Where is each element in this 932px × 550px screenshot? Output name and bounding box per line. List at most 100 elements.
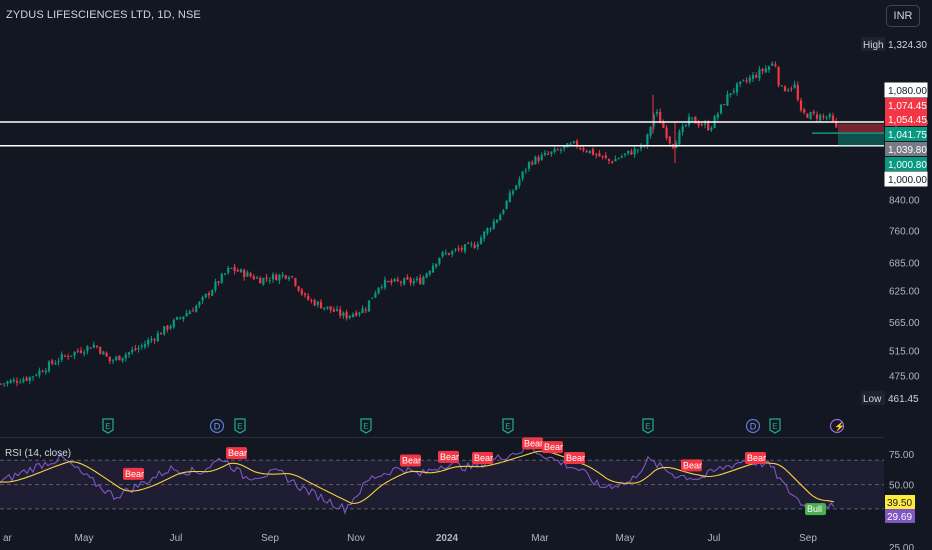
- candle-body: [633, 148, 636, 155]
- rsi-value-tag-bg: [885, 509, 915, 523]
- bolt-icon-glyph: ⚡: [834, 421, 845, 433]
- candle-body: [310, 300, 313, 302]
- earnings-icon[interactable]: [102, 418, 114, 434]
- price-tick-label: 565.00: [889, 318, 920, 329]
- rsi-ma-line: [0, 450, 835, 505]
- candle-body: [259, 277, 262, 284]
- candle-body: [531, 162, 534, 165]
- candle-body: [476, 244, 479, 248]
- rsi-line: [0, 445, 835, 515]
- rsi-value-tag: 29.69: [887, 512, 912, 523]
- candle-body: [447, 252, 451, 255]
- candle-body: [335, 309, 339, 311]
- candle-body: [764, 68, 767, 73]
- candle-body: [124, 354, 127, 359]
- candle-body: [207, 293, 211, 296]
- candle-body: [115, 356, 118, 360]
- candle-body: [719, 104, 723, 114]
- earnings-icon[interactable]: [502, 418, 514, 434]
- candle-body: [771, 63, 774, 66]
- earnings-icon-letter: E: [772, 422, 777, 431]
- candle-body: [271, 274, 275, 280]
- time-axis-label: ar: [3, 533, 13, 544]
- candle-body: [799, 100, 803, 111]
- time-axis-label: Sep: [799, 533, 817, 544]
- price-tick-label: 515.00: [889, 346, 920, 357]
- candle-body: [588, 150, 591, 154]
- candle-body: [575, 140, 579, 147]
- candle-body: [387, 281, 390, 283]
- symbol-title[interactable]: ZYDUS LIFESCIENCES LTD, 1D, NSE: [6, 9, 201, 21]
- candle-body: [819, 115, 822, 121]
- signal-label-text: Bear: [474, 453, 493, 463]
- candle-body: [796, 85, 799, 100]
- candle-body: [364, 309, 367, 311]
- earnings-icon[interactable]: [642, 418, 654, 434]
- candle-body: [38, 370, 41, 376]
- price-tag-value: 1,000.00: [888, 175, 927, 186]
- dividend-icon[interactable]: [209, 418, 225, 434]
- candle-body: [492, 221, 495, 229]
- candle-body: [367, 300, 371, 312]
- candle-body: [307, 295, 310, 300]
- candle-body: [131, 349, 134, 353]
- candle-body: [655, 112, 659, 114]
- candle-body: [691, 117, 694, 119]
- candle-body: [659, 112, 662, 124]
- price-tick-label: 685.00: [889, 258, 920, 269]
- candle-body: [467, 242, 470, 244]
- earnings-icon[interactable]: [234, 418, 246, 434]
- candle-body: [550, 151, 553, 154]
- candle-body: [22, 379, 25, 383]
- candle-body: [188, 311, 191, 315]
- candle-body: [329, 306, 332, 311]
- candle-body: [723, 104, 726, 106]
- bear-signal-label: [123, 467, 144, 480]
- candle-body: [236, 269, 239, 272]
- candle-body: [428, 271, 431, 275]
- signal-label-text: Bull: [807, 504, 822, 514]
- candle-body: [383, 279, 387, 288]
- candle-body: [668, 136, 671, 144]
- currency-button[interactable]: INR: [886, 5, 920, 27]
- candle-body: [127, 352, 131, 355]
- candle-body: [201, 297, 204, 301]
- bolt-icon[interactable]: [829, 418, 845, 434]
- earnings-icon-letter: E: [363, 422, 368, 431]
- candle-body: [345, 311, 348, 319]
- earnings-icon[interactable]: [769, 418, 781, 434]
- candle-body: [614, 158, 617, 162]
- candle-body: [396, 279, 399, 281]
- candle-body: [739, 81, 742, 84]
- candle-body: [214, 281, 217, 290]
- price-tick-label: 625.00: [889, 287, 920, 298]
- candle-body: [732, 91, 735, 93]
- candle-body: [12, 379, 15, 382]
- candle-body: [572, 141, 575, 143]
- candle-body: [783, 86, 787, 92]
- price-tag-caption: High: [863, 40, 884, 51]
- candle-body: [457, 248, 460, 250]
- candle-body: [822, 116, 825, 118]
- bear-signal-label: [522, 437, 543, 450]
- candle-body: [729, 93, 732, 95]
- candle-body: [28, 376, 31, 382]
- candle-body: [175, 316, 179, 320]
- candle-body: [553, 148, 556, 152]
- candle-body: [54, 362, 57, 365]
- candle-body: [687, 116, 691, 126]
- candle-body: [697, 122, 700, 126]
- earnings-icon[interactable]: [360, 418, 372, 434]
- price-tag-bg: [885, 37, 927, 51]
- earnings-icon-letter: E: [105, 422, 110, 431]
- candle-body: [617, 158, 620, 160]
- candle-body: [524, 170, 527, 172]
- candle-body: [803, 109, 806, 113]
- candle-body: [662, 121, 665, 128]
- dividend-icon[interactable]: [745, 418, 761, 434]
- candle-body: [0, 383, 3, 385]
- candle-body: [755, 75, 758, 78]
- candle-body: [374, 292, 377, 298]
- candle-body: [182, 316, 185, 320]
